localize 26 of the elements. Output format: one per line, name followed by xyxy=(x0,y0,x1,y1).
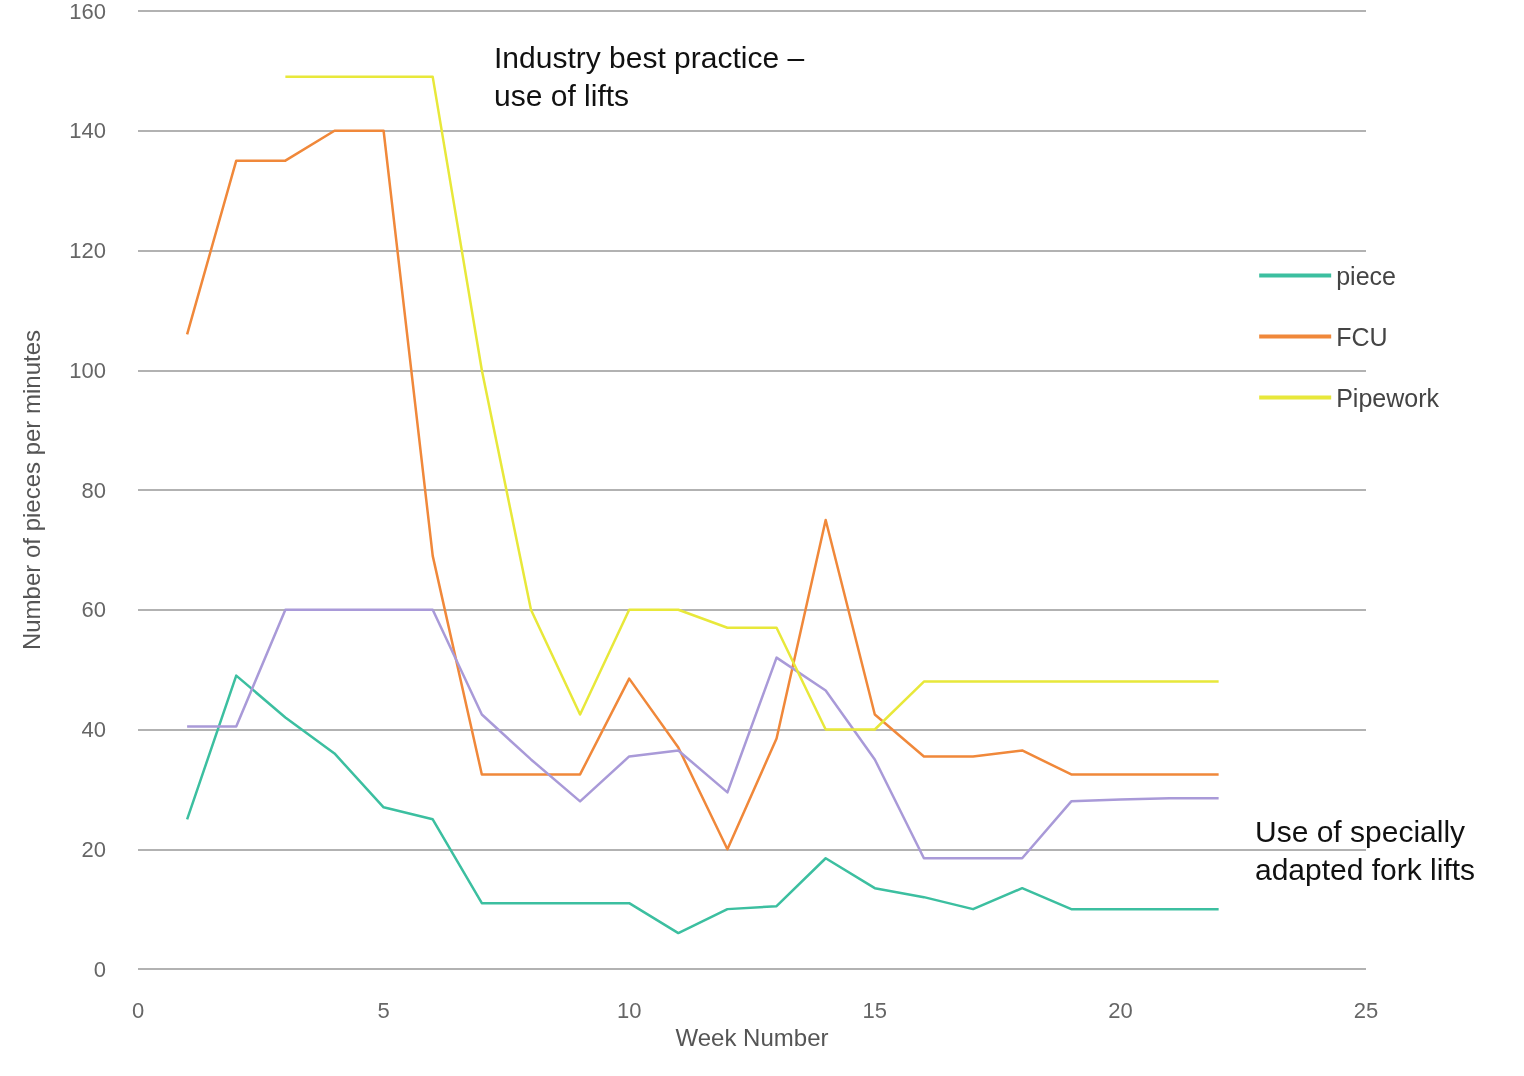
x-tick-label: 0 xyxy=(131,997,145,1023)
y-tick-label: 80 xyxy=(81,477,106,503)
y-tick-label: 120 xyxy=(69,238,106,263)
y-tick-label: 160 xyxy=(69,0,106,24)
legend-label: Pipework xyxy=(1336,383,1440,412)
legend-label: piece xyxy=(1336,261,1396,290)
legend-label: FCU xyxy=(1336,322,1388,351)
line-series xyxy=(185,608,1220,860)
annotation: Industry best practice – use of lifts xyxy=(494,40,813,112)
line-series xyxy=(284,75,1220,731)
y-tick-label: 20 xyxy=(81,836,106,862)
y-tick-label: 140 xyxy=(69,118,106,144)
x-tick-label: 20 xyxy=(1108,997,1133,1023)
y-axis-title: Number of pieces per minutes xyxy=(17,329,45,651)
x-axis-title: Week Number xyxy=(675,1024,829,1052)
x-tick-label: 15 xyxy=(862,997,888,1023)
y-tick-label: 40 xyxy=(81,717,106,742)
x-tick-label: 10 xyxy=(616,997,642,1023)
y-tick-label: 100 xyxy=(69,357,106,383)
y-tick-label: 0 xyxy=(93,956,106,982)
x-tick-label: 25 xyxy=(1353,997,1379,1023)
annotation: Use of specially adapted fork lifts xyxy=(1255,814,1476,886)
line-series xyxy=(185,674,1220,935)
y-tick-label: 60 xyxy=(81,597,106,623)
x-tick-label: 5 xyxy=(377,997,390,1023)
line-series xyxy=(185,129,1220,851)
